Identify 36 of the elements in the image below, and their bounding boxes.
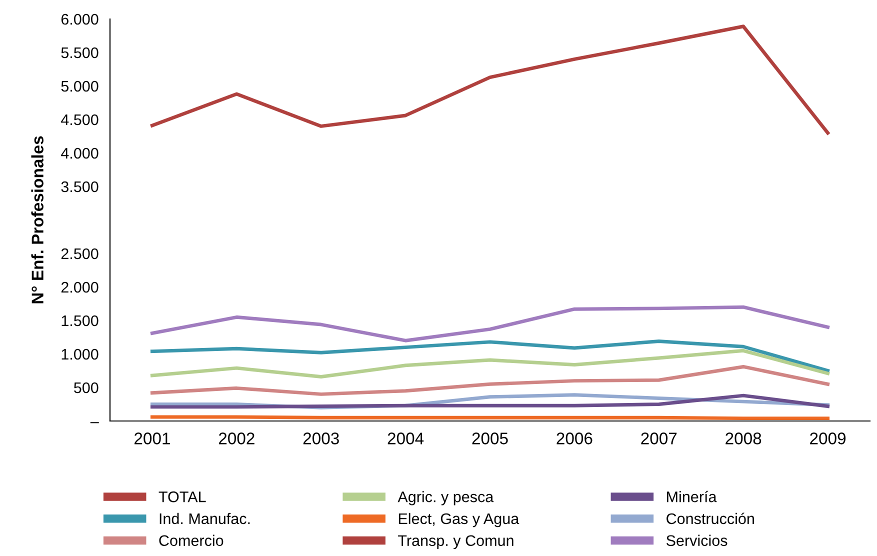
- legend-label: Minería: [667, 490, 717, 502]
- line-series: [150, 305, 830, 342]
- line-series: [150, 364, 830, 396]
- legend-label: Ind. Manufac.: [160, 512, 250, 524]
- y-tick-label: 2.500: [61, 248, 98, 260]
- x-tick-label: 2009: [810, 432, 846, 444]
- y-tick-label: 500: [74, 382, 98, 394]
- x-tick-label: 2001: [134, 432, 170, 444]
- y-axis-title: N° Enf. Profesionales: [31, 136, 44, 304]
- x-tick-label: 2004: [388, 432, 424, 444]
- legend-label: Construcción: [666, 512, 754, 524]
- y-tick-label: 4.000: [61, 148, 98, 159]
- y-tick-label: 4.500: [61, 114, 98, 126]
- y-tick-label: –: [90, 422, 99, 424]
- line-series: [150, 348, 830, 379]
- y-tick-label: 2.000: [61, 282, 98, 293]
- x-tick-label: 2002: [218, 432, 254, 444]
- legend-label: Agric. y pesca: [398, 491, 494, 506]
- legend-label: Comercio: [159, 534, 224, 546]
- y-tick-label: 3.500: [61, 181, 98, 192]
- line-series: [150, 24, 830, 135]
- legend-label: Servicios: [666, 534, 728, 546]
- x-tick-label: 2008: [726, 432, 762, 444]
- legend-label: Transp. y Comun: [398, 535, 514, 550]
- x-tick-label: 2003: [303, 432, 339, 444]
- legend-label: Elect, Gas y Agua: [398, 512, 520, 528]
- x-tick-label: 2006: [556, 432, 592, 444]
- line-series: [150, 340, 830, 372]
- x-tick-label: 2007: [641, 432, 677, 444]
- y-tick-label: 1.500: [62, 315, 98, 326]
- legend-label: TOTAL: [158, 491, 206, 502]
- x-tick-label: 2005: [472, 432, 508, 444]
- y-tick-label: 5.000: [61, 80, 98, 92]
- y-tick-label: 1.000: [62, 348, 98, 360]
- y-tick-label: 5.500: [61, 47, 98, 58]
- y-tick-label: 6.000: [61, 14, 98, 25]
